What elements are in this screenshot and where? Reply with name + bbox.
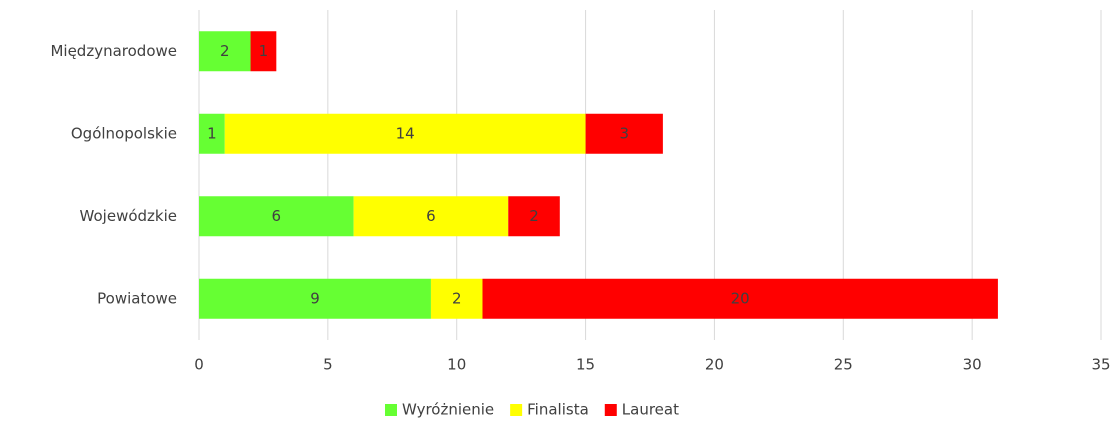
y-tick-label: Wojewódzkie	[80, 207, 177, 225]
data-label: 14	[396, 124, 415, 142]
bar-segment	[224, 113, 586, 154]
bar-segment	[199, 113, 225, 154]
x-tick-label: 35	[1091, 356, 1110, 374]
bar-segment	[250, 31, 277, 72]
bar-segment	[585, 113, 663, 154]
y-tick-label: Ogólnopolskie	[71, 124, 177, 142]
x-tick-label: 20	[705, 356, 724, 374]
legend-swatch	[510, 404, 523, 416]
legend-label: Finalista	[527, 401, 589, 419]
legend-label: Wyróżnienie	[402, 401, 494, 419]
data-label: 2	[529, 207, 539, 225]
data-label: 20	[731, 289, 750, 307]
x-tick-label: 25	[834, 356, 853, 374]
x-tick-label: 10	[447, 356, 466, 374]
x-tick-label: 15	[576, 356, 595, 374]
bar-segment	[508, 196, 560, 237]
data-label: 6	[426, 207, 436, 225]
data-label: 3	[619, 124, 629, 142]
data-label: 6	[272, 207, 282, 225]
data-label: 1	[207, 124, 217, 142]
legend-swatch	[604, 404, 617, 416]
legend-label: Laureat	[622, 401, 679, 419]
x-tick-label: 0	[194, 356, 204, 374]
data-label: 2	[220, 42, 230, 60]
bar-segment	[199, 196, 354, 237]
x-tick-label: 5	[323, 356, 333, 374]
data-label: 1	[259, 42, 269, 60]
data-label: 9	[310, 289, 320, 307]
legend-swatch	[385, 404, 397, 416]
y-tick-label: Międzynarodowe	[50, 42, 177, 60]
data-label: 2	[452, 289, 462, 307]
bar-segment	[199, 31, 251, 72]
bar-segment	[482, 278, 998, 319]
bar-segment	[353, 196, 509, 237]
bar-segment	[430, 278, 483, 319]
x-tick-label: 30	[963, 356, 982, 374]
y-tick-label: Powiatowe	[97, 289, 177, 307]
bar-segment	[199, 278, 431, 319]
